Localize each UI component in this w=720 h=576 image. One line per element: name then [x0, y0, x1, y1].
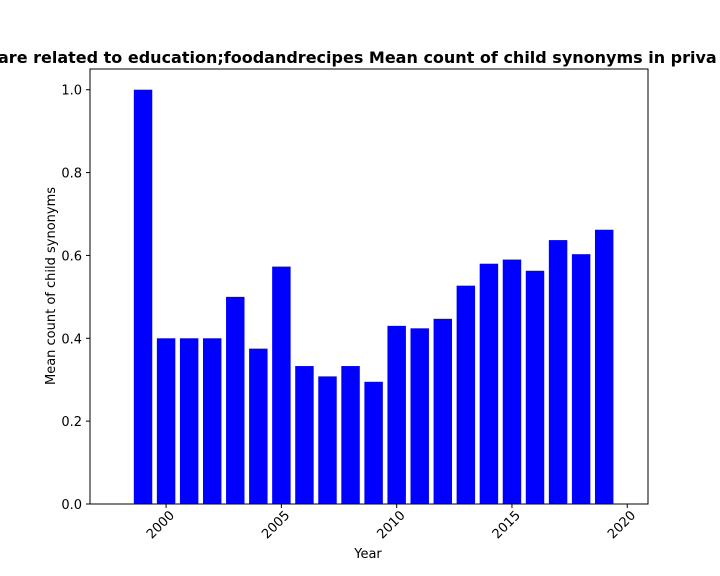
bar-2017 [548, 240, 568, 504]
y-axis: 0.0 0.2 0.4 0.6 0.8 1.0 [61, 84, 90, 513]
x-tick-label: 2005 [259, 508, 293, 542]
bar-2004 [249, 348, 268, 504]
bar-2016 [525, 270, 545, 504]
bar-2009 [364, 381, 383, 504]
y-tick-label: 1.0 [61, 84, 82, 99]
bar-2018 [571, 254, 591, 504]
bar-2014 [479, 263, 499, 504]
y-axis-label: Mean count of child synonyms [44, 187, 59, 385]
bar-2007 [318, 376, 337, 504]
bar-2006 [295, 366, 314, 504]
bar-2002 [202, 338, 222, 504]
plot-area-frame [89, 68, 649, 505]
y-tick-label: 0.6 [61, 249, 82, 264]
bar-2010 [387, 325, 406, 504]
x-tick-label: 2015 [490, 508, 524, 542]
x-axis-label: Year [353, 547, 382, 562]
bar-2015 [502, 259, 522, 504]
bar-2011 [410, 328, 429, 504]
y-tick-label: 0.8 [61, 167, 82, 182]
bar-2013 [456, 285, 476, 504]
bar-2005 [272, 266, 291, 504]
x-tick-label: 2010 [374, 508, 408, 542]
y-tick-label: 0.0 [61, 498, 82, 513]
y-tick-label: 0.2 [61, 415, 82, 430]
x-tick-label: 2020 [605, 508, 639, 542]
bar-2012 [433, 318, 453, 504]
bar-2019 [594, 229, 614, 505]
y-tick-label: 0.4 [61, 332, 82, 347]
bar-2001 [179, 338, 199, 504]
bar-1999 [133, 89, 153, 505]
bar-2003 [226, 296, 245, 504]
chart-title: are related to education;foodandrecipes … [0, 48, 717, 67]
x-tick-label: 2000 [144, 508, 178, 542]
x-axis: 2000 2005 2010 2015 2020 [144, 504, 639, 542]
bars-group [133, 89, 614, 505]
bar-2000 [156, 338, 176, 504]
bar-2008 [341, 366, 360, 504]
